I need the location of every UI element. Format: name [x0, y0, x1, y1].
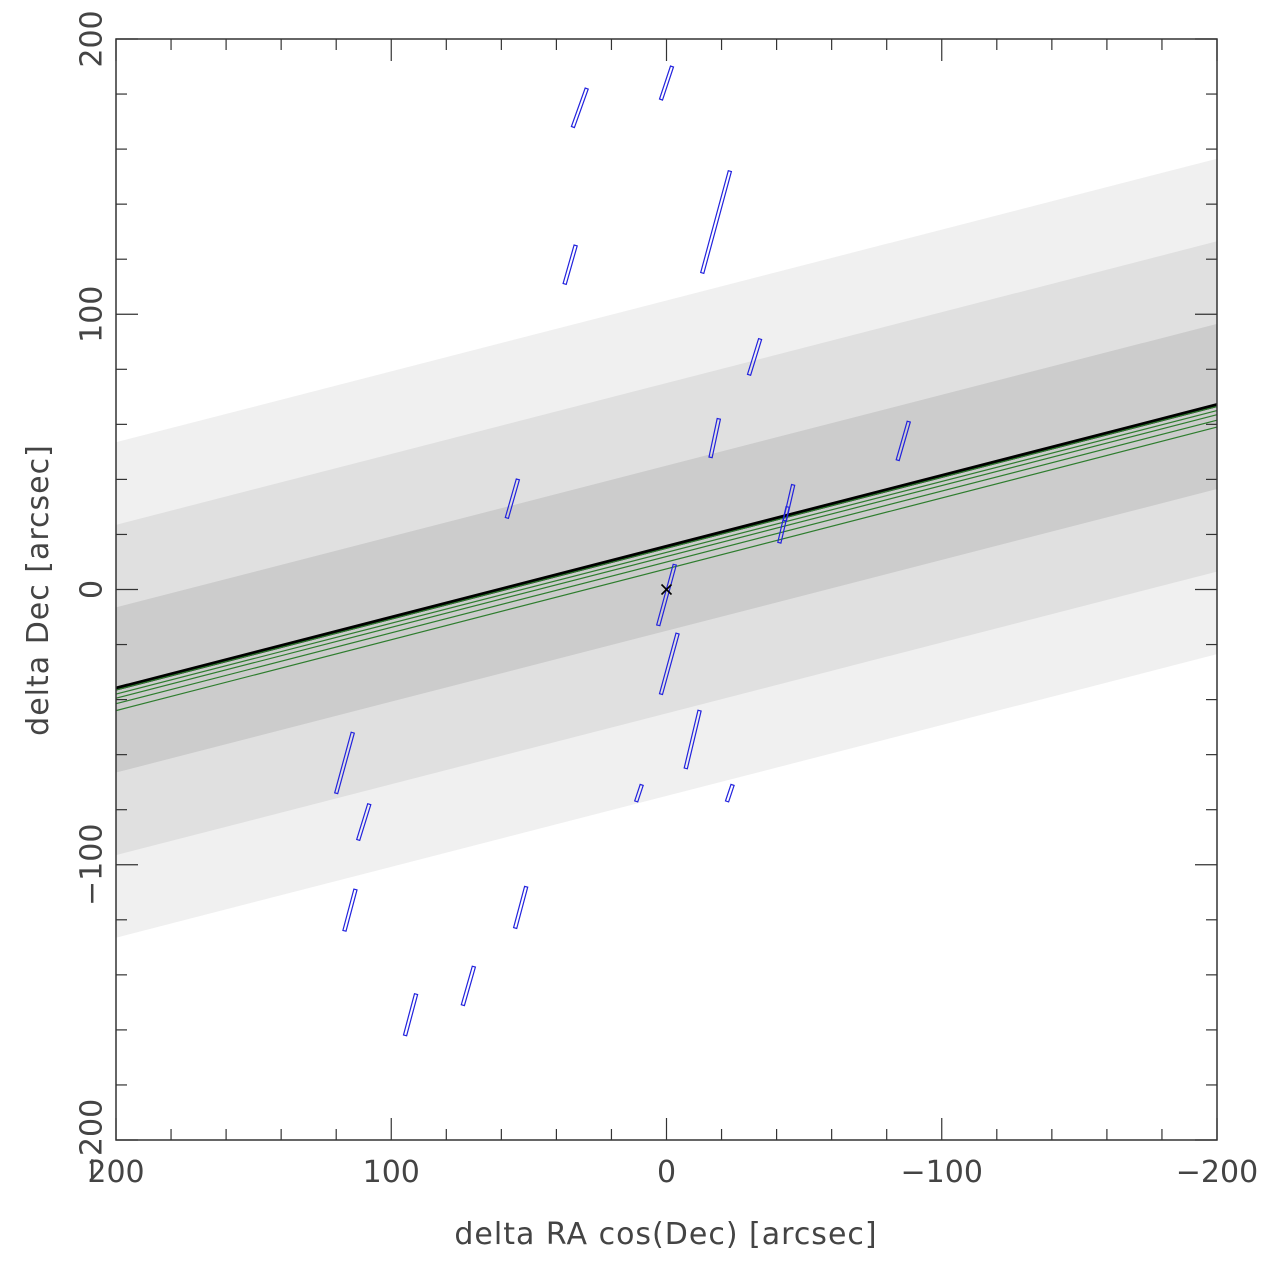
marker-stroke-2: [660, 583, 673, 596]
center-marker: [660, 583, 673, 596]
data-segment-0: [658, 65, 675, 101]
y-axis-title: delta Dec [arcsec]: [21, 444, 56, 736]
fit-line-0: [115, 403, 1218, 691]
data-segment-12: [683, 709, 702, 770]
data-segment-14: [633, 783, 644, 803]
data-segment-19: [460, 965, 477, 1007]
y-tick-label: −200: [75, 1099, 110, 1181]
data-segments: [333, 65, 912, 1037]
x-tick-label: −100: [901, 1155, 983, 1190]
data-segment-4: [746, 337, 763, 377]
data-segment-1: [570, 87, 589, 129]
data-segment-6: [895, 420, 912, 462]
data-segment-9: [782, 483, 796, 522]
axis-ticks: [115, 38, 1218, 1141]
x-axis-title: delta RA cos(Dec) [arcsec]: [454, 1217, 877, 1252]
data-segment-3: [699, 169, 733, 275]
x-tick-label: 0: [657, 1155, 676, 1190]
y-tick-label: 0: [75, 580, 110, 599]
y-tick-label: 200: [75, 10, 110, 67]
fit-lines: [115, 403, 1218, 712]
data-segment-15: [724, 783, 735, 803]
fit-line-2: [115, 410, 1218, 695]
fit-line-4: [115, 419, 1218, 705]
x-tick-label: 100: [363, 1155, 420, 1190]
fit-line-3: [115, 414, 1218, 699]
y-tick-label: −100: [75, 824, 110, 906]
fit-line-5: [115, 426, 1218, 712]
data-segment-17: [342, 888, 358, 932]
x-tick-label: 200: [87, 1155, 144, 1190]
data-segment-11: [658, 632, 680, 696]
data-segment-7: [504, 478, 521, 520]
data-segment-20: [402, 992, 419, 1037]
data-segment-16: [355, 802, 372, 842]
data-segment-13: [333, 731, 356, 795]
x-tick-label: −200: [1176, 1155, 1258, 1190]
data-segment-2: [562, 244, 578, 286]
data-segment-5: [708, 417, 722, 459]
fit-line-1: [115, 405, 1218, 691]
y-tick-label: 100: [75, 286, 110, 343]
data-segment-18: [512, 885, 529, 930]
